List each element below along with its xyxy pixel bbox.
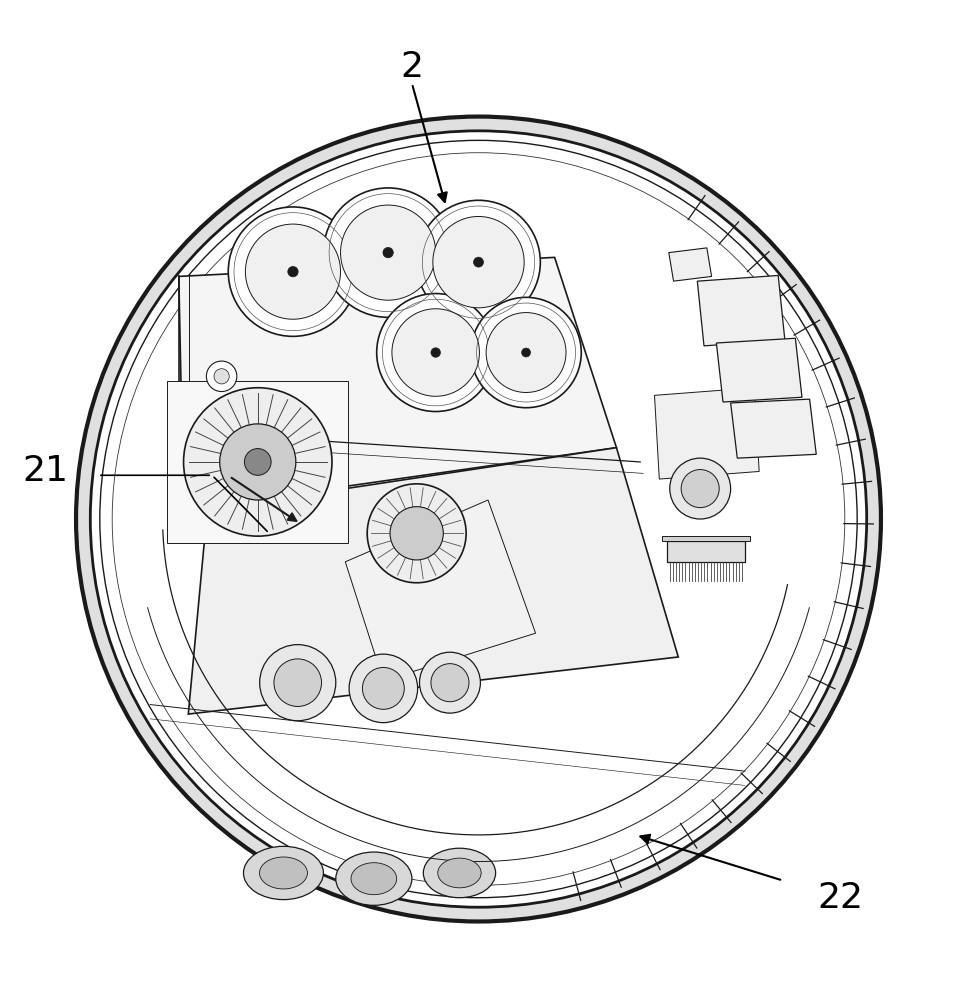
Bar xyxy=(667,541,745,562)
Circle shape xyxy=(471,297,581,408)
Polygon shape xyxy=(698,275,785,346)
Text: 2: 2 xyxy=(400,50,423,84)
Circle shape xyxy=(245,224,341,319)
Text: 22: 22 xyxy=(817,881,863,915)
Circle shape xyxy=(274,659,322,706)
Ellipse shape xyxy=(351,863,396,895)
Circle shape xyxy=(419,652,480,713)
Circle shape xyxy=(383,247,393,258)
Polygon shape xyxy=(730,399,816,458)
Circle shape xyxy=(522,348,530,357)
Circle shape xyxy=(431,348,440,357)
Polygon shape xyxy=(345,500,536,681)
Circle shape xyxy=(341,205,435,300)
Ellipse shape xyxy=(423,848,496,898)
Polygon shape xyxy=(179,257,616,510)
Polygon shape xyxy=(669,248,712,281)
Circle shape xyxy=(229,207,358,336)
Circle shape xyxy=(90,131,867,907)
Circle shape xyxy=(377,294,495,412)
Circle shape xyxy=(392,309,479,396)
Circle shape xyxy=(367,484,466,583)
Circle shape xyxy=(214,369,230,384)
Ellipse shape xyxy=(336,852,412,905)
Polygon shape xyxy=(189,448,679,714)
Circle shape xyxy=(244,449,271,475)
Circle shape xyxy=(416,200,541,324)
Circle shape xyxy=(220,424,296,500)
Circle shape xyxy=(323,188,453,317)
Circle shape xyxy=(363,667,404,709)
Text: 21: 21 xyxy=(23,454,69,488)
Polygon shape xyxy=(717,338,802,402)
Circle shape xyxy=(349,654,417,723)
Circle shape xyxy=(207,361,236,392)
Polygon shape xyxy=(662,536,749,541)
Circle shape xyxy=(670,458,730,519)
Circle shape xyxy=(76,117,881,921)
Ellipse shape xyxy=(437,858,481,888)
Circle shape xyxy=(474,257,483,267)
Polygon shape xyxy=(655,388,759,479)
Circle shape xyxy=(288,266,299,277)
Circle shape xyxy=(390,507,443,560)
Polygon shape xyxy=(167,381,348,543)
Ellipse shape xyxy=(243,846,323,900)
Ellipse shape xyxy=(259,857,307,889)
Circle shape xyxy=(681,470,720,508)
Circle shape xyxy=(184,388,332,536)
Circle shape xyxy=(431,664,469,702)
Circle shape xyxy=(433,216,524,308)
Circle shape xyxy=(259,645,336,721)
Circle shape xyxy=(486,313,566,392)
